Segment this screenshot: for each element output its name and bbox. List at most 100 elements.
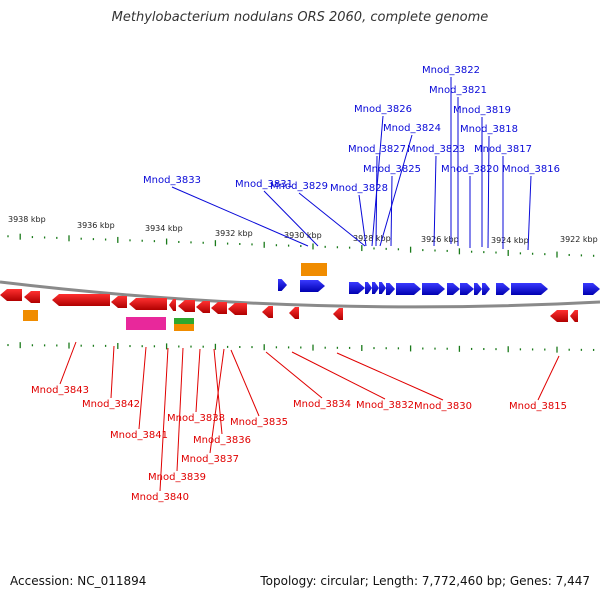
leader-line xyxy=(265,351,323,399)
gene-label-top[interactable]: Mnod_3821 xyxy=(429,85,487,96)
rna-feature-orange-top[interactable] xyxy=(301,263,327,276)
plus-strand-gene-arrow[interactable] xyxy=(278,279,287,291)
leader-line xyxy=(209,348,225,454)
plus-strand-gene-arrow[interactable] xyxy=(474,283,482,295)
minus-strand-gene-arrow[interactable] xyxy=(211,302,227,314)
scale-label: 3932 kbp xyxy=(215,229,253,238)
leader-line xyxy=(379,134,413,247)
minus-strand-gene-arrow[interactable] xyxy=(169,299,176,311)
gene-label-bottom[interactable]: Mnod_3840 xyxy=(131,492,189,503)
genome-summary-text: Topology: circular; Length: 7,772,460 bp… xyxy=(260,574,590,588)
gene-label-top[interactable]: Mnod_3825 xyxy=(363,164,421,175)
leader-line xyxy=(358,194,367,247)
minus-strand-gene-arrow[interactable] xyxy=(570,310,578,322)
gene-label-bottom[interactable]: Mnod_3830 xyxy=(414,401,472,412)
scale-label: 3938 kbp xyxy=(8,215,46,224)
plus-strand-gene-arrow[interactable] xyxy=(583,283,600,295)
plus-strand-gene-arrow[interactable] xyxy=(372,282,379,294)
plus-strand-gene-arrow[interactable] xyxy=(396,283,421,295)
top-gene-labels: Mnod_3822 Mnod_3821 Mnod_3819 Mnod_3826 Mnod… xyxy=(143,65,560,194)
scale-label: 3926 kbp xyxy=(421,235,459,244)
rna-feature-magenta[interactable] xyxy=(126,317,166,330)
plus-strand-gene-arrow[interactable] xyxy=(379,282,386,294)
scale-label: 3936 kbp xyxy=(77,221,115,230)
scale-label: 3924 kbp xyxy=(491,236,529,245)
minus-strand-gene-arrow[interactable] xyxy=(129,298,167,310)
plus-strand-gene-arrow[interactable] xyxy=(365,282,372,294)
minus-strand-gene-arrow[interactable] xyxy=(228,303,247,315)
gene-label-bottom[interactable]: Mnod_3815 xyxy=(509,401,567,412)
minus-strand-gene-arrow[interactable] xyxy=(262,306,273,318)
scale-label: 3922 kbp xyxy=(560,235,598,244)
leader-line xyxy=(371,115,384,247)
scale-ticks-top xyxy=(7,233,595,258)
rna-feature-green[interactable] xyxy=(174,318,194,324)
leader-line xyxy=(230,349,260,417)
gene-label-top[interactable]: Mnod_3828 xyxy=(330,183,388,194)
minus-strand-gene-arrow[interactable] xyxy=(178,300,195,312)
plus-strand-gene-arrow[interactable] xyxy=(349,282,365,294)
gene-label-top[interactable]: Mnod_3829 xyxy=(270,181,328,192)
plus-strand-gene-arrow[interactable] xyxy=(482,283,490,295)
scale-label: 3928 kbp xyxy=(353,234,391,243)
plus-strand-gene-arrow[interactable] xyxy=(447,283,460,295)
gene-label-bottom[interactable]: Mnod_3842 xyxy=(82,399,140,410)
gene-label-top[interactable]: Mnod_3819 xyxy=(453,105,511,116)
gene-label-bottom[interactable]: Mnod_3837 xyxy=(181,454,239,465)
gene-label-bottom[interactable]: Mnod_3841 xyxy=(110,430,168,441)
leader-line xyxy=(390,175,393,247)
minus-strand-gene-arrow[interactable] xyxy=(24,291,40,303)
gene-label-bottom[interactable]: Mnod_3838 xyxy=(167,413,225,424)
scale-ticks-bottom xyxy=(7,342,595,353)
leader-line xyxy=(298,192,366,247)
accession-text: Accession: NC_011894 xyxy=(10,574,147,588)
leader-line xyxy=(291,351,386,400)
gene-label-top[interactable]: Mnod_3818 xyxy=(460,124,518,135)
leader-line xyxy=(527,175,532,251)
leader-line xyxy=(110,345,115,399)
leader-line xyxy=(195,348,201,413)
leader-line xyxy=(171,186,309,247)
plus-strand-gene-arrow[interactable] xyxy=(511,283,548,295)
plus-strand-gene-arrow[interactable] xyxy=(386,283,395,295)
genome-title: Methylobacterium nodulans ORS 2060, comp… xyxy=(111,10,489,25)
gene-label-bottom[interactable]: Mnod_3834 xyxy=(293,399,351,410)
minus-strand-gene-arrow[interactable] xyxy=(52,294,110,306)
gene-label-bottom[interactable]: Mnod_3835 xyxy=(230,417,288,428)
minus-strand-gene-arrow[interactable] xyxy=(111,296,127,308)
bottom-leader-lines xyxy=(59,341,560,492)
gene-label-top[interactable]: Mnod_3827 xyxy=(348,144,406,155)
minus-strand-gene-arrow[interactable] xyxy=(550,310,568,322)
gene-label-top[interactable]: Mnod_3816 xyxy=(502,164,560,175)
gene-label-top[interactable]: Mnod_3831 xyxy=(235,179,293,190)
gene-label-top[interactable]: Mnod_3833 xyxy=(143,175,201,186)
gene-label-top[interactable]: Mnod_3826 xyxy=(354,104,412,115)
plus-strand-gene-arrow[interactable] xyxy=(460,283,474,295)
gene-label-top[interactable]: Mnod_3824 xyxy=(383,123,441,134)
gene-label-bottom[interactable]: Mnod_3832 xyxy=(356,400,414,411)
minus-strand-gene-arrow[interactable] xyxy=(196,301,210,313)
minus-strand-gene-arrow[interactable] xyxy=(0,289,22,301)
gene-label-top[interactable]: Mnod_3820 xyxy=(441,164,499,175)
gene-label-top[interactable]: Mnod_3823 xyxy=(407,144,465,155)
gene-label-bottom[interactable]: Mnod_3839 xyxy=(148,472,206,483)
plus-strand-gene-arrow[interactable] xyxy=(496,283,510,295)
leader-line xyxy=(59,341,77,385)
plus-strand-gene-arrow[interactable] xyxy=(300,280,325,292)
minus-strand-gene-arrow[interactable] xyxy=(289,307,299,319)
gene-label-bottom[interactable]: Mnod_3843 xyxy=(31,385,89,396)
leader-line xyxy=(263,190,319,247)
genome-backbone xyxy=(0,280,600,309)
gene-label-top[interactable]: Mnod_3822 xyxy=(422,65,480,76)
plus-strand-gene-arrow[interactable] xyxy=(422,283,445,295)
leader-line xyxy=(176,347,184,472)
gene-label-bottom[interactable]: Mnod_3836 xyxy=(193,435,251,446)
gene-label-top[interactable]: Mnod_3817 xyxy=(474,144,532,155)
bottom-gene-labels: Mnod_3843 Mnod_3842 Mnod_3841 Mnod_3838 Mnod… xyxy=(31,385,567,503)
leader-line xyxy=(336,352,444,401)
rna-feature-orange-bottom[interactable] xyxy=(23,310,38,321)
scale-label: 3934 kbp xyxy=(145,224,183,233)
minus-strand-gene-arrow[interactable] xyxy=(333,308,343,320)
rna-feature-orange-small[interactable] xyxy=(174,324,194,331)
